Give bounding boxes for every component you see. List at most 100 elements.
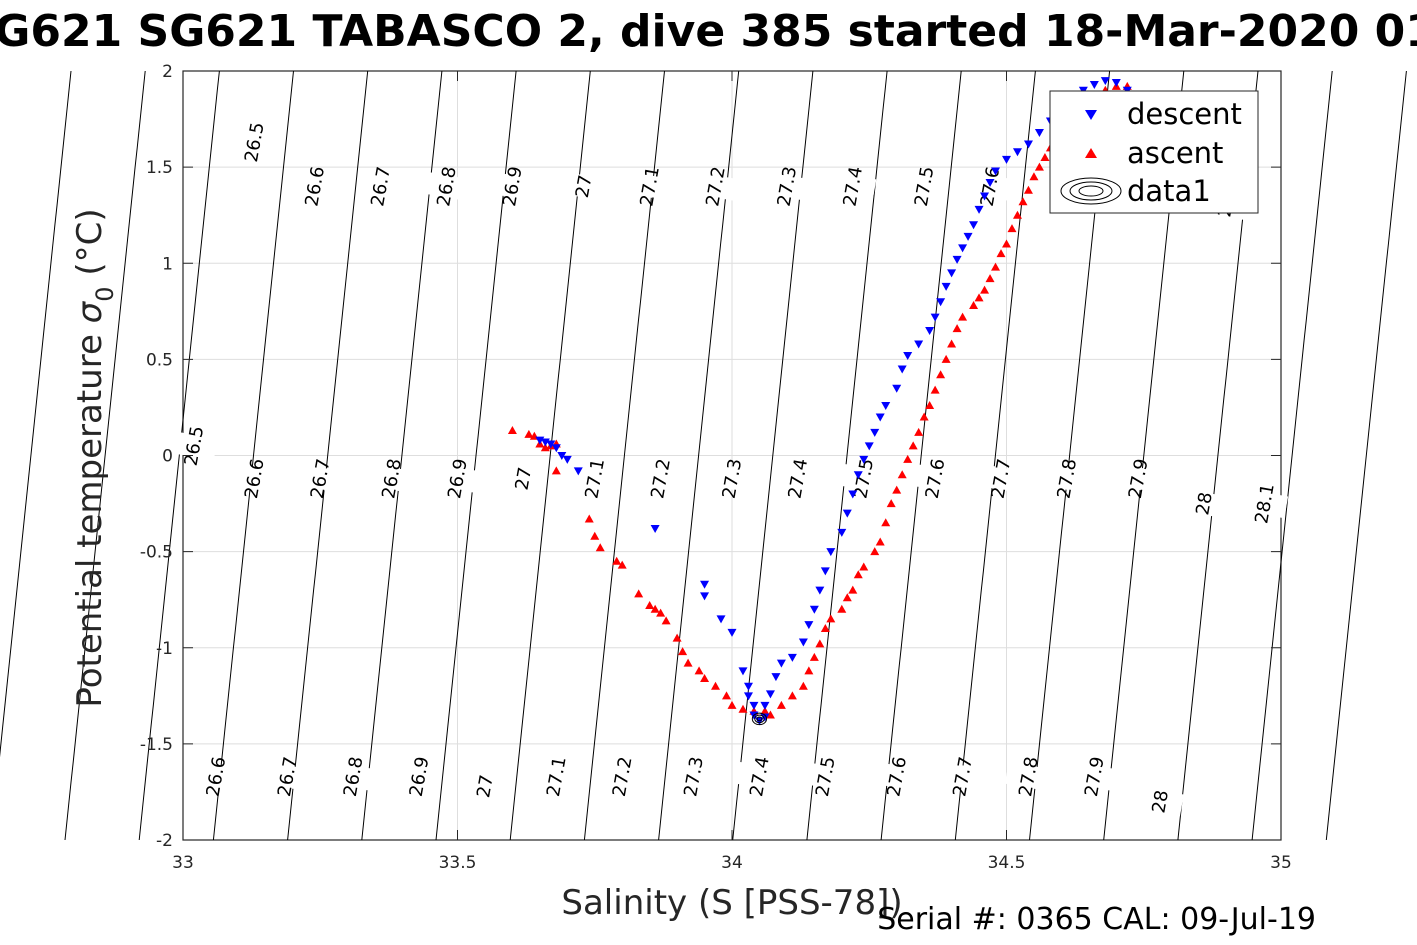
ascent-point: [980, 285, 990, 294]
ascent-point: [551, 466, 561, 475]
isopycnal-label: 27.4: [785, 457, 813, 500]
descent-point: [749, 701, 759, 710]
data1-contour-ring: [751, 712, 768, 726]
x-axis-ticks: 33 33.5 34 34.5 35: [172, 71, 1292, 873]
isopycnal-label: 27.4: [839, 165, 867, 208]
isopycnal-label: 27.4: [746, 755, 774, 798]
isopycnal-label-bg: [708, 463, 756, 494]
ascent-point: [590, 531, 600, 540]
legend-ascent-marker: [1085, 148, 1097, 158]
ascent-point: [996, 249, 1006, 258]
ascent-point: [875, 537, 885, 546]
ascent-point: [897, 470, 907, 479]
ascent-point: [683, 658, 693, 667]
isopycnal-line: [138, 70, 220, 841]
ascent-point: [634, 589, 644, 598]
descent-point: [551, 444, 561, 453]
ascent-point: [738, 704, 748, 713]
isopycnal-label: 27: [572, 173, 597, 199]
descent-point: [798, 638, 808, 647]
chart-title: SG621 SG621 TABASCO 2, dive 385 started …: [0, 6, 1417, 57]
isopycnal-contours: [0, 70, 1407, 841]
isopycnal-label-bg: [774, 463, 822, 494]
ascent-point: [892, 485, 902, 494]
isopycnal-label: 26.7: [274, 755, 302, 798]
descent-point: [1012, 148, 1022, 157]
ascent-point: [700, 674, 710, 683]
ascent-point: [1029, 172, 1039, 181]
ascent-point: [837, 604, 847, 613]
isopycnal-label-bg: [368, 463, 416, 494]
descent-point: [820, 567, 830, 576]
isopycnal-label: 27.2: [702, 165, 730, 208]
isopycnal-label-bg: [911, 463, 959, 494]
descent-point: [892, 384, 902, 393]
descent-point: [1002, 155, 1011, 164]
ascent-point: [645, 600, 655, 609]
x-tick-label: 34.5: [988, 853, 1026, 873]
isopycnal-label-bg: [977, 463, 1025, 494]
descent-point: [875, 413, 885, 422]
isopycnal-label: 26.8: [340, 755, 368, 798]
isopycnal-label-bg: [433, 463, 482, 494]
isopycnal-label-bg: [461, 771, 509, 801]
isopycnal-label-bg: [829, 171, 877, 202]
isopycnal-label-bg: [488, 171, 536, 202]
isopycnal-label-bg: [1004, 761, 1053, 792]
isopycnal-label-bg: [840, 463, 888, 494]
descent-point: [991, 167, 1001, 176]
y-tick-label: 1: [162, 254, 173, 274]
isopycnal-label-bg: [532, 761, 580, 792]
ascent-point: [694, 666, 704, 675]
x-axis-label: Salinity (S [PSS-78]): [561, 883, 902, 923]
descent-point: [848, 490, 858, 499]
isopycnal-label-bg: [1180, 488, 1228, 519]
isopycnal-line: [509, 70, 591, 841]
descent-point: [969, 221, 979, 230]
isopycnal-label: 28.1: [1251, 482, 1279, 525]
isopycnal-label: 26.5: [181, 424, 209, 467]
ascent-point: [925, 401, 935, 410]
ascent-point: [804, 666, 814, 675]
descent-point: [809, 605, 819, 614]
y-axis-label-sub: 0: [91, 286, 119, 301]
ascent-point: [798, 681, 808, 690]
isopycnal-line: [435, 70, 517, 841]
descent-point: [947, 269, 957, 278]
descent-point: [870, 428, 880, 437]
descent-point: [826, 548, 836, 557]
isopycnal-label: 27: [473, 773, 498, 799]
descent-point: [562, 455, 572, 464]
descent-point: [546, 440, 556, 449]
isopycnal-line: [64, 70, 146, 841]
ascent-point: [787, 691, 797, 700]
ascent-point: [650, 604, 660, 613]
descent-point: [980, 192, 990, 201]
isopycnal-label-bg: [329, 761, 377, 792]
isopycnal-label-bg: [1043, 463, 1091, 494]
y-axis-label-unit: (°C): [70, 208, 110, 286]
isopycnal-label: 27.3: [774, 165, 802, 208]
isopycnal-label: 27.7: [949, 755, 977, 798]
ascent-point: [678, 647, 688, 656]
isopycnal-label: 27.3: [680, 755, 708, 798]
isopycnal-label-bg: [939, 761, 987, 792]
isopycnal-label: 27.7: [988, 457, 1016, 500]
legend: descent ascent data1: [1049, 90, 1259, 214]
isopycnal-label-bg: [170, 431, 218, 461]
descent-point: [914, 340, 924, 349]
descent-point: [842, 509, 852, 518]
x-tick-label: 33: [172, 853, 194, 873]
isopycnal-label: 26.5: [241, 121, 269, 164]
descent-point: [974, 205, 984, 214]
isopycnal-line: [880, 70, 962, 841]
ascent-point: [661, 616, 671, 625]
descent-point: [963, 232, 973, 241]
descent-point: [853, 471, 863, 480]
isopycnal-label: 27.1: [636, 165, 664, 208]
isopycnal-label: 26.7: [307, 457, 335, 500]
ascent-point: [985, 274, 995, 283]
descent-point: [1111, 79, 1121, 88]
isopycnal-label: 27.6: [922, 457, 950, 500]
isopycnal-line: [361, 70, 443, 841]
